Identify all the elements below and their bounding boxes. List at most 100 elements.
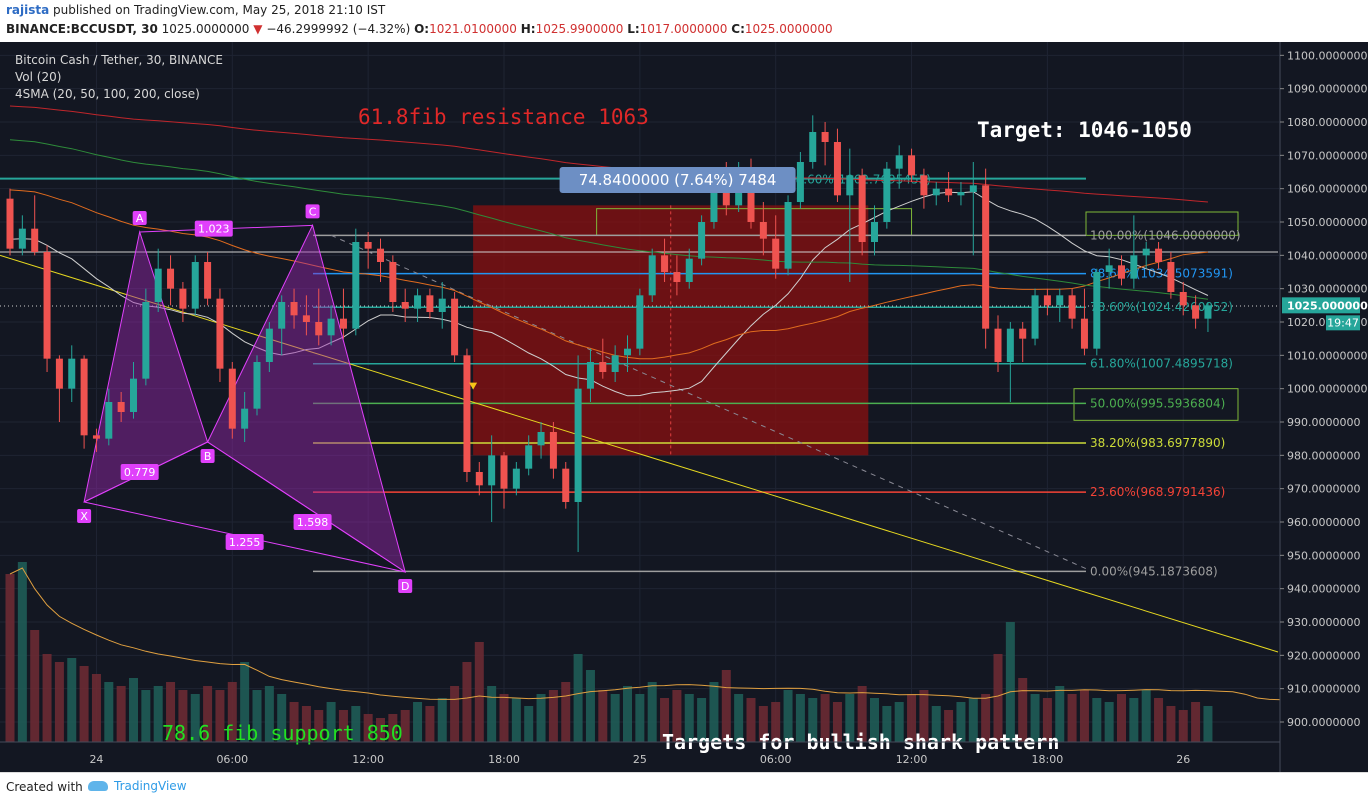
- legend-title[interactable]: Bitcoin Cash / Tether, 30, BINANCE: [15, 53, 223, 67]
- price-tick-label: 960.0000000: [1287, 516, 1360, 529]
- marker-icon: [469, 382, 478, 390]
- tradingview-logo[interactable]: TradingView: [88, 779, 187, 793]
- volume-bar: [672, 690, 682, 742]
- candle-body: [685, 258, 693, 282]
- last-price: 1025.0000000: [161, 22, 250, 36]
- legend-sma[interactable]: 4SMA (20, 50, 100, 200, close): [15, 87, 200, 101]
- volume-bar: [993, 654, 1003, 742]
- volume-bar: [301, 706, 311, 742]
- volume-bar: [746, 698, 756, 742]
- candle-body: [1142, 248, 1150, 256]
- sma-line: [9, 139, 1209, 300]
- volume-bars: [5, 562, 1213, 742]
- volume-bar: [561, 682, 571, 742]
- price-tick-label: 950.0000000: [1287, 549, 1360, 562]
- volume-bar: [116, 686, 126, 742]
- volume-bar: [42, 654, 52, 742]
- price-axis: 1100.0000000 1090.0000000 1080.0000000 1070…: [1279, 42, 1368, 772]
- candle-body: [945, 188, 953, 196]
- volume-bar: [487, 686, 497, 742]
- volume-bar: [240, 662, 250, 742]
- chart-header: rajista published on TradingView.com, Ma…: [0, 0, 1368, 42]
- high-value: 1025.9900000: [535, 22, 624, 36]
- volume-bar: [1092, 698, 1102, 742]
- volume-bar: [944, 710, 954, 742]
- candle-body: [821, 132, 829, 142]
- candle-body: [1118, 265, 1125, 279]
- volume-bar: [203, 686, 213, 742]
- candle-body: [759, 222, 767, 239]
- volume-bar: [845, 694, 855, 742]
- candle-body: [648, 255, 656, 296]
- volume-bar: [1055, 686, 1065, 742]
- volume-bar: [104, 682, 114, 742]
- trendline: [330, 234, 1087, 570]
- time-tick-label: 06:00: [760, 753, 792, 766]
- volume-bar: [1067, 694, 1077, 742]
- candle-body: [1031, 295, 1039, 339]
- volume-bar: [734, 694, 744, 742]
- measure-box: [473, 205, 869, 456]
- candle-body: [747, 175, 755, 222]
- volume-bar: [697, 698, 707, 742]
- volume-bar: [832, 702, 842, 742]
- candle-body: [661, 255, 669, 272]
- candle-body: [179, 288, 187, 309]
- candle-body: [858, 175, 866, 242]
- candle-body: [1130, 255, 1138, 279]
- candle-body: [167, 268, 175, 289]
- volume-bar: [524, 706, 534, 742]
- candle-body: [908, 155, 916, 176]
- fib-label: 0.00%(945.1873608): [1090, 564, 1218, 578]
- candle-body: [302, 315, 310, 322]
- candle-body: [772, 238, 780, 269]
- overlay-boxes: [473, 205, 1239, 456]
- volume-bar: [153, 686, 163, 742]
- pattern-point-label: B: [204, 450, 212, 463]
- publish-line: rajista published on TradingView.com, Ma…: [6, 3, 385, 17]
- candle-body: [92, 435, 100, 439]
- candle-body: [525, 445, 533, 469]
- price-tick-label: 1050.0000000: [1287, 216, 1367, 229]
- time-tick-label: 12:00: [896, 753, 928, 766]
- volume-bar: [968, 698, 978, 742]
- candle-body: [253, 362, 261, 409]
- candle-body: [784, 202, 792, 269]
- volume-bar: [351, 706, 361, 742]
- volume-bar: [882, 706, 892, 742]
- candle-body: [1167, 262, 1175, 292]
- candle-body: [710, 182, 718, 222]
- volume-bar: [721, 670, 731, 742]
- volume-bar: [1178, 710, 1188, 742]
- candle-body: [191, 262, 199, 309]
- volume-bar: [326, 702, 336, 742]
- target-box: [1085, 211, 1239, 236]
- time-axis: 24 06:00 12:00 18:00 25 06:00 12:00 18:00 26: [0, 741, 1280, 766]
- candle-body: [796, 162, 804, 202]
- countdown-badge: [1326, 315, 1360, 331]
- price-tick-label: 930.0000000: [1287, 616, 1360, 629]
- measure-label: 74.8400000 (7.64%) 7484: [579, 171, 777, 189]
- candle-body: [920, 175, 928, 196]
- candle-body: [698, 222, 706, 259]
- candle-body: [611, 355, 619, 372]
- down-arrow-icon: ▼: [253, 22, 263, 36]
- volume-bar: [758, 706, 768, 742]
- price-tick-label: 1030.0000000: [1287, 283, 1367, 296]
- pattern-point-label: C: [309, 205, 317, 218]
- candle-body: [315, 322, 323, 336]
- candle-body: [80, 358, 88, 436]
- author-link[interactable]: rajista: [6, 3, 50, 17]
- low-value: 1017.0000000: [639, 22, 728, 36]
- candle-body: [1093, 272, 1101, 349]
- volume-bar: [1154, 698, 1164, 742]
- target-box: [1073, 388, 1239, 421]
- time-tick-label: 25: [633, 753, 647, 766]
- candle-body: [562, 468, 570, 502]
- candle-body: [142, 302, 150, 379]
- legend-volume[interactable]: Vol (20): [15, 70, 62, 84]
- time-tick-label: 06:00: [216, 753, 248, 766]
- volume-bar: [227, 682, 237, 742]
- volume-bar: [709, 682, 719, 742]
- candlestick-chart[interactable]: 100.00%(1046.0000000)88.60%(1034.5073591…: [0, 42, 1368, 772]
